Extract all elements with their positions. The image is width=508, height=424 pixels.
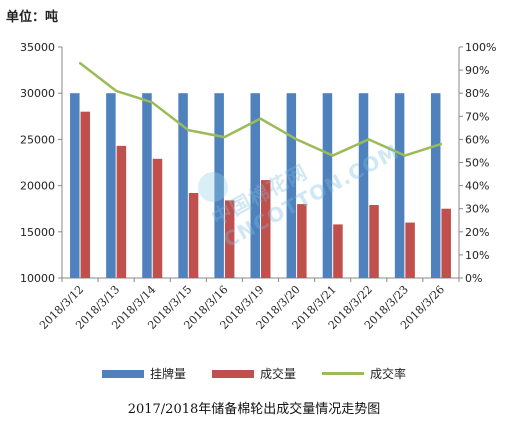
bar-traded-8	[369, 205, 379, 278]
legend-item-rate: 成交率	[322, 365, 406, 382]
point-rate-9	[403, 154, 407, 157]
legend-swatch-rate	[322, 372, 364, 375]
y2-tick-label-0: 0%	[465, 272, 482, 285]
legend-label-listed: 挂牌量	[149, 367, 186, 381]
bar-traded-1	[116, 145, 127, 278]
bar-listed-7	[322, 93, 333, 278]
point-rate-1	[114, 89, 118, 93]
y2-tick-label-8: 80%	[465, 87, 489, 100]
y-tick-label-0: 10000	[20, 272, 55, 285]
y2-tick-label-5: 50%	[465, 157, 489, 170]
point-rate-2	[151, 101, 154, 104]
bar-listed-10	[430, 93, 441, 278]
bar-traded-5	[261, 180, 271, 278]
legend: 挂牌量 成交量 成交率	[0, 365, 508, 382]
bar-listed-0	[70, 93, 80, 278]
point-rate-10	[439, 142, 443, 146]
bar-listed-8	[358, 93, 369, 278]
point-rate-3	[187, 128, 190, 132]
point-rate-0	[78, 61, 82, 65]
point-rate-4	[223, 135, 226, 139]
y-tick-label-3: 25000	[20, 133, 55, 146]
watermark-logo	[198, 172, 228, 202]
bar-traded-10	[441, 208, 451, 278]
bar-listed-2	[142, 93, 152, 278]
y-tick-label-4: 30000	[20, 87, 55, 100]
y2-tick-label-6: 60%	[465, 133, 489, 146]
point-rate-7	[331, 154, 334, 157]
bar-traded-0	[80, 111, 91, 279]
bar-listed-6	[286, 93, 297, 278]
point-rate-8	[367, 138, 370, 141]
bar-listed-1	[106, 93, 116, 278]
unit-label: 单位：吨	[6, 10, 59, 25]
legend-swatch-traded	[211, 369, 254, 378]
y-tick-label-5: 35000	[20, 41, 55, 54]
bar-listed-4	[214, 93, 224, 278]
bar-traded-4	[224, 200, 235, 278]
y-tick-label-2: 20000	[20, 180, 55, 193]
bar-traded-2	[152, 158, 163, 278]
legend-swatch-listed	[101, 369, 144, 378]
legend-label-traded: 成交量	[259, 367, 296, 381]
y2-tick-label-3: 30%	[465, 203, 489, 216]
bar-listed-9	[394, 93, 405, 278]
legend-item-listed: 挂牌量	[101, 365, 186, 382]
y2-tick-label-2: 20%	[465, 226, 489, 239]
point-rate-6	[295, 138, 298, 141]
y2-tick-label-9: 90%	[465, 64, 489, 77]
chart-caption: 2017/2018年储备棉轮出成交量情况走势图	[127, 402, 381, 417]
y2-tick-label-1: 10%	[465, 249, 489, 262]
y2-tick-label-7: 70%	[465, 110, 489, 123]
y2-tick-label-4: 40%	[465, 180, 489, 193]
bar-traded-3	[188, 192, 199, 278]
legend-item-traded: 成交量	[211, 365, 296, 382]
bar-listed-5	[250, 93, 260, 278]
y2-tick-label-10: 100%	[465, 41, 496, 54]
bar-traded-9	[405, 222, 415, 278]
y-tick-label-1: 15000	[20, 226, 55, 239]
bar-traded-6	[297, 204, 307, 278]
bar-listed-3	[178, 93, 188, 278]
bar-traded-7	[333, 224, 343, 278]
legend-label-rate: 成交率	[370, 367, 407, 381]
point-rate-5	[259, 117, 262, 120]
